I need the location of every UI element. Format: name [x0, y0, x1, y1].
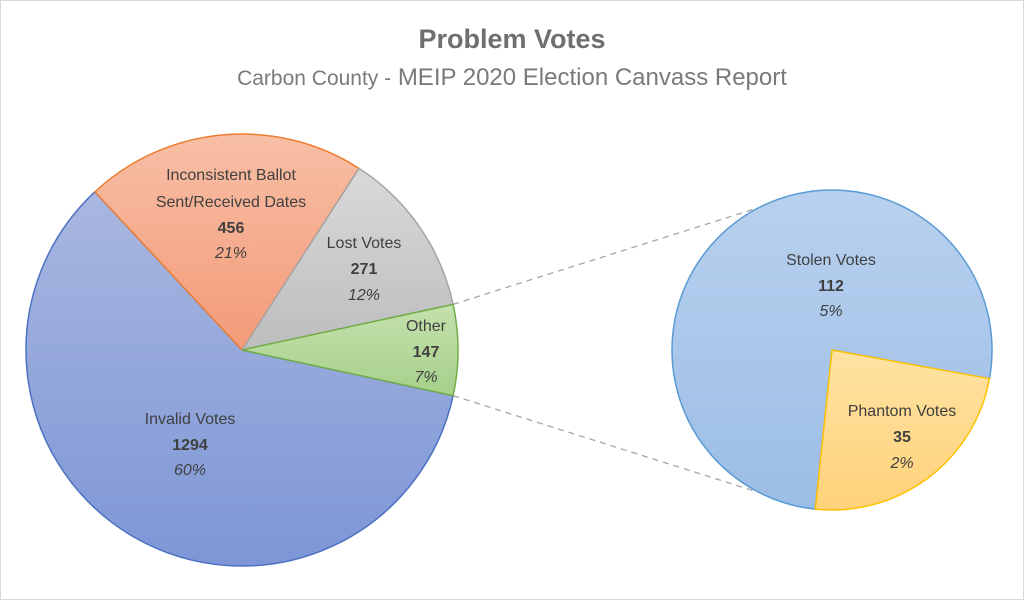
- label-lost-percent: 12%: [348, 287, 380, 304]
- label-inconsistent-name-line1: Inconsistent Ballot: [166, 167, 296, 184]
- label-invalid-value: 1294: [172, 437, 208, 454]
- label-other-value: 147: [413, 344, 440, 361]
- label-other-percent: 7%: [414, 369, 437, 386]
- connector-line-bottom: [452, 395, 760, 494]
- label-invalid-votes: Invalid Votes 1294 60%: [145, 411, 236, 479]
- label-phantom-value: 35: [893, 429, 911, 446]
- label-inconsistent-ballot-dates: Inconsistent Ballot Sent/Received Dates …: [156, 167, 306, 262]
- slice-invalid-votes: [25, 190, 455, 567]
- label-lost-name: Lost Votes: [327, 235, 402, 252]
- label-stolen-votes: Stolen Votes 112 5%: [786, 252, 876, 320]
- label-phantom-percent: 2%: [889, 455, 913, 472]
- chart-subtitle: Carbon County - MEIP 2020 Election Canva…: [0, 64, 1024, 92]
- label-invalid-percent: 60%: [174, 462, 206, 479]
- label-stolen-percent: 5%: [819, 303, 842, 320]
- slice-lost-votes: [240, 167, 455, 352]
- label-inconsistent-name-line2: Sent/Received Dates: [156, 194, 306, 211]
- label-inconsistent-value: 456: [218, 220, 245, 237]
- label-stolen-value: 112: [818, 278, 844, 295]
- chart-title: Problem Votes: [418, 24, 606, 54]
- label-lost-votes: Lost Votes 271 12%: [327, 235, 402, 304]
- label-inconsistent-percent: 21%: [214, 245, 247, 262]
- label-other-name: Other: [406, 318, 447, 335]
- label-invalid-name: Invalid Votes: [145, 411, 236, 428]
- slice-other: [241, 303, 459, 397]
- label-stolen-name: Stolen Votes: [786, 252, 876, 269]
- label-lost-value: 271: [351, 261, 378, 278]
- label-other: Other 147 7%: [406, 318, 447, 386]
- slice-inconsistent-ballot-dates: [93, 133, 361, 352]
- label-phantom-name: Phantom Votes: [848, 403, 957, 420]
- subtitle-report: MEIP 2020 Election Canvass Report: [397, 64, 787, 91]
- connector-line-top: [452, 206, 760, 305]
- slice-phantom-votes: [814, 349, 991, 511]
- subtitle-county: Carbon County -: [237, 67, 392, 90]
- label-phantom-votes: Phantom Votes 35 2%: [848, 403, 957, 472]
